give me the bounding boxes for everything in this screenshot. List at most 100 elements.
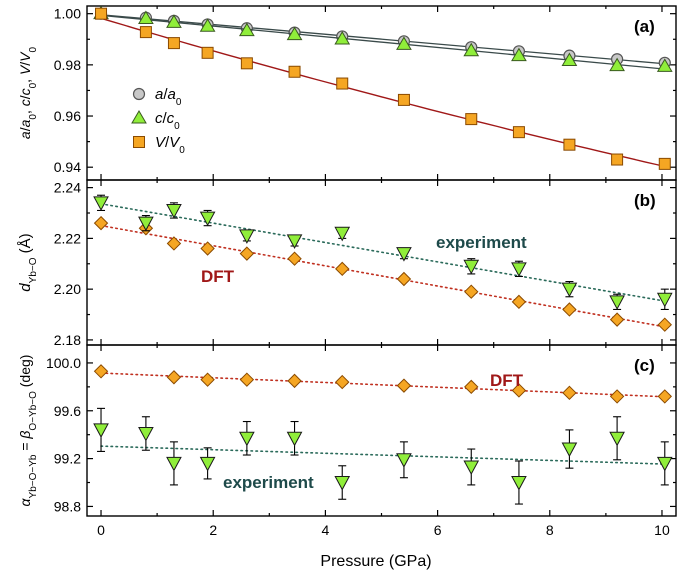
data-point [138,426,154,442]
label-part: / [165,134,170,151]
data-point [658,157,671,170]
label-part: / [163,86,168,103]
data-point [464,284,479,299]
data-point [335,261,350,277]
label-part: a [155,86,163,103]
fit-line [100,14,668,71]
label-part: / [17,127,33,131]
label-part: c [17,88,33,95]
annotation-dft: DFT [201,267,235,286]
data-point [511,262,527,277]
data-point [511,47,527,62]
panel-c: 100.0 99.6 99.2 98.8 (c) αYb−O−Yb = βO−Yb−O (… [17,344,677,538]
data-point [239,246,255,261]
data-point [286,234,303,249]
data-point [463,42,480,57]
data-point [334,31,351,45]
x-tick-label: 2 [209,522,217,538]
y-tick-label: 100.0 [46,355,81,371]
label-part: c [155,110,163,127]
data-point [199,211,216,227]
trend-line [100,445,666,465]
y-tick-label: 0.96 [54,108,81,124]
data-point [138,10,154,25]
trend-line [100,202,666,302]
data-point [396,247,412,262]
x-tick-label: 10 [654,522,670,538]
data-point [611,153,624,166]
panel-a: 1.000.980.960.94(a)a/a0, c/c0, V/V0a/a0c… [17,5,677,181]
data-point [463,460,480,476]
label-part: β [17,431,33,440]
data-point [396,453,412,468]
y-tick-label: 0.94 [54,159,81,175]
data-point [657,317,672,332]
data-point [201,46,214,59]
data-point [138,216,154,232]
legend-marker [131,110,147,124]
data-point [511,383,527,398]
data-point [463,259,480,275]
data-point [511,476,527,491]
label-part: V [17,64,33,75]
data-point [166,236,182,251]
data-point [334,476,351,491]
data-point [286,431,303,447]
data-point [95,7,108,20]
label-part: 0 [174,121,180,132]
data-point [396,271,412,287]
y-axis-label-text: αYb−O−Yb = βO−Yb−O (deg) [17,355,39,507]
y-tick-label: 0.98 [54,57,81,73]
data-point [609,57,625,72]
data-point [562,385,577,401]
label-part: 0 [28,46,39,52]
data-point [609,312,625,327]
x-tick-label: 6 [434,522,442,538]
y-tick-label: 2.18 [54,332,81,348]
data-point [166,203,182,219]
data-point [239,22,255,37]
data-point [336,77,349,90]
data-point [93,364,109,379]
fit-line [100,17,668,168]
y-axis-label: αYb−O−Yb = βO−Yb−O (deg) [17,355,39,507]
data-point [609,431,625,447]
data-point [464,379,479,395]
label-part: O−Yb−O [28,391,39,431]
x-tick-label: 4 [322,522,330,538]
data-point [287,251,302,266]
panel-label: (c) [634,356,655,375]
label-part: / [163,110,168,127]
label-part: a [17,119,33,127]
data-point [166,14,182,28]
data-point [609,295,625,310]
annotation-experiment: experiment [223,473,314,492]
label-part: Yb−O−Yb [28,454,39,498]
panel-b: 2.24 2.22 2.20 2.18 (b) dYb−O (Å) experiment DF… [17,179,677,348]
label-part: a [168,86,176,103]
data-point [334,226,351,242]
trend-line [100,224,666,328]
legend-label: a/a0 [155,86,182,108]
data-point [396,36,412,50]
label-part: V [17,51,33,62]
label-part: = [17,439,33,455]
label-part: 0 [179,145,185,156]
data-point [562,302,577,317]
data-point [139,26,152,39]
data-point [335,374,350,390]
data-point [199,18,216,32]
y-tick-label: 99.6 [54,403,81,419]
data-point [561,442,578,458]
label-part: 0 [176,97,182,108]
label-part: c [17,99,33,106]
data-point [561,282,578,298]
data-point [656,456,673,472]
data-point [286,26,303,41]
legend-label: V/V0 [155,134,185,156]
label-part: V [169,134,181,151]
data-point [239,372,255,387]
label-part: a [17,131,33,139]
trend-line [100,372,666,398]
legend-marker [133,136,145,148]
